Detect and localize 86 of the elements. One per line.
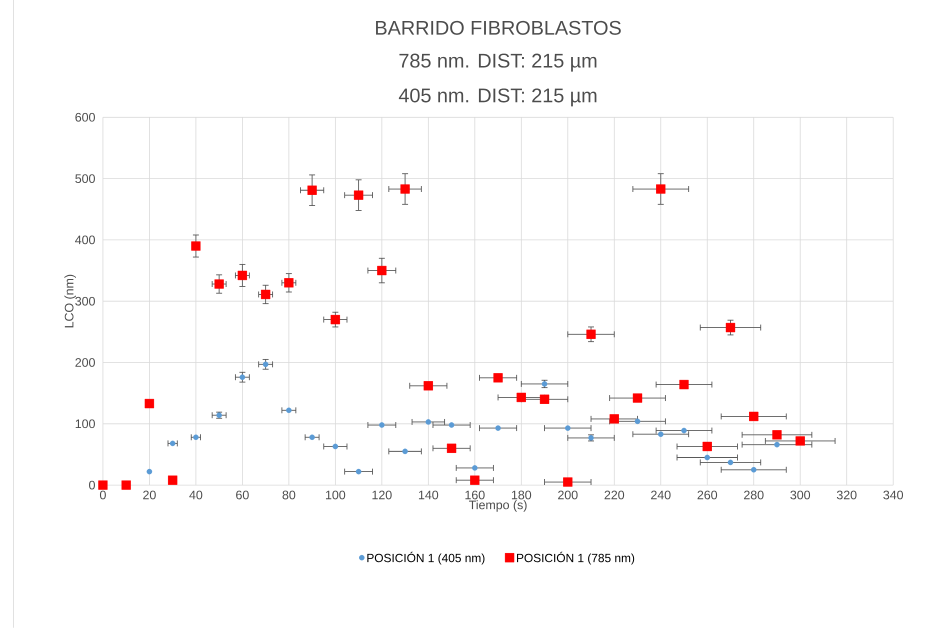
point <box>540 394 550 404</box>
x-tick-label: 240 <box>651 490 671 500</box>
x-tick-label: 80 <box>282 490 296 500</box>
point <box>679 380 689 390</box>
point <box>424 381 434 390</box>
x-tick-label: 180 <box>512 490 532 500</box>
point <box>193 434 199 440</box>
point <box>586 330 596 339</box>
y-tick-label: 100 <box>76 419 95 428</box>
point <box>796 436 805 446</box>
point <box>379 422 385 428</box>
point <box>493 373 503 382</box>
x-tick-label: 20 <box>143 490 156 500</box>
text: 405 nm. DIST: 215 µm <box>398 88 596 106</box>
legend-label: POSICIÓN 1 (405 nm) <box>367 552 484 564</box>
point <box>495 425 501 431</box>
point <box>146 468 152 474</box>
point <box>750 466 757 472</box>
point <box>98 480 108 490</box>
point <box>332 444 338 450</box>
point <box>446 444 456 453</box>
point <box>191 241 201 251</box>
point <box>286 407 292 413</box>
chart-title: BARRIDO FIBROBLASTOS <box>376 20 621 35</box>
x-tick-label: 60 <box>236 490 249 500</box>
point <box>330 314 340 324</box>
point <box>656 184 666 194</box>
x-tick-label: 260 <box>698 490 718 500</box>
x-tick-label: 40 <box>189 490 202 500</box>
point <box>168 475 178 485</box>
point <box>470 475 480 485</box>
point <box>377 266 387 276</box>
point <box>170 440 176 446</box>
point <box>681 428 687 434</box>
x-tick-label: 140 <box>418 490 438 500</box>
point <box>658 431 664 437</box>
x-tick-label: 100 <box>326 490 346 500</box>
point <box>214 279 224 289</box>
x-tick-label: 160 <box>465 490 485 500</box>
point <box>144 398 154 408</box>
point <box>632 393 642 403</box>
point <box>356 468 362 474</box>
y-tick-label: 0 <box>89 480 95 490</box>
x-tick-label: 220 <box>604 490 624 500</box>
point <box>772 430 782 440</box>
point <box>704 454 710 460</box>
y-tick-label: 300 <box>75 296 95 306</box>
point <box>702 442 712 452</box>
point <box>516 392 526 402</box>
x-tick-label: 280 <box>744 490 764 500</box>
point <box>262 361 268 368</box>
point <box>726 322 736 332</box>
x-axis-title: Tiempo (s) <box>468 500 527 512</box>
y-tick-label: 600 <box>75 112 95 122</box>
point <box>749 412 758 421</box>
point <box>309 434 315 440</box>
point <box>426 419 432 425</box>
point <box>563 477 572 487</box>
point <box>400 184 410 194</box>
y-axis-title: LCO (nm) <box>64 274 76 328</box>
point <box>238 270 248 280</box>
x-tick-label: 120 <box>372 490 392 500</box>
x-tick-label: 300 <box>790 490 810 500</box>
point <box>284 278 294 288</box>
y-tick-label: 500 <box>75 174 95 183</box>
legend-label: POSICIÓN 1 (785 nm) <box>517 552 634 564</box>
point <box>634 418 640 424</box>
point <box>610 414 619 424</box>
point <box>565 425 571 431</box>
point <box>240 374 246 380</box>
point <box>402 448 408 454</box>
x-tick-label: 0 <box>100 490 106 500</box>
point <box>448 422 454 428</box>
point <box>307 185 317 195</box>
point <box>472 465 478 471</box>
point <box>774 442 780 448</box>
point <box>121 480 131 490</box>
y-tick-label: 200 <box>75 358 95 367</box>
x-tick-label: 200 <box>558 490 578 500</box>
chart-subtitle: 785 nm. DIST: 215 µm <box>399 54 596 72</box>
point <box>260 290 270 300</box>
x-tick-label: 340 <box>883 490 904 500</box>
point <box>728 460 734 466</box>
y-tick-label: 400 <box>75 235 95 244</box>
point <box>354 190 364 200</box>
x-tick-label: 320 <box>836 490 857 500</box>
